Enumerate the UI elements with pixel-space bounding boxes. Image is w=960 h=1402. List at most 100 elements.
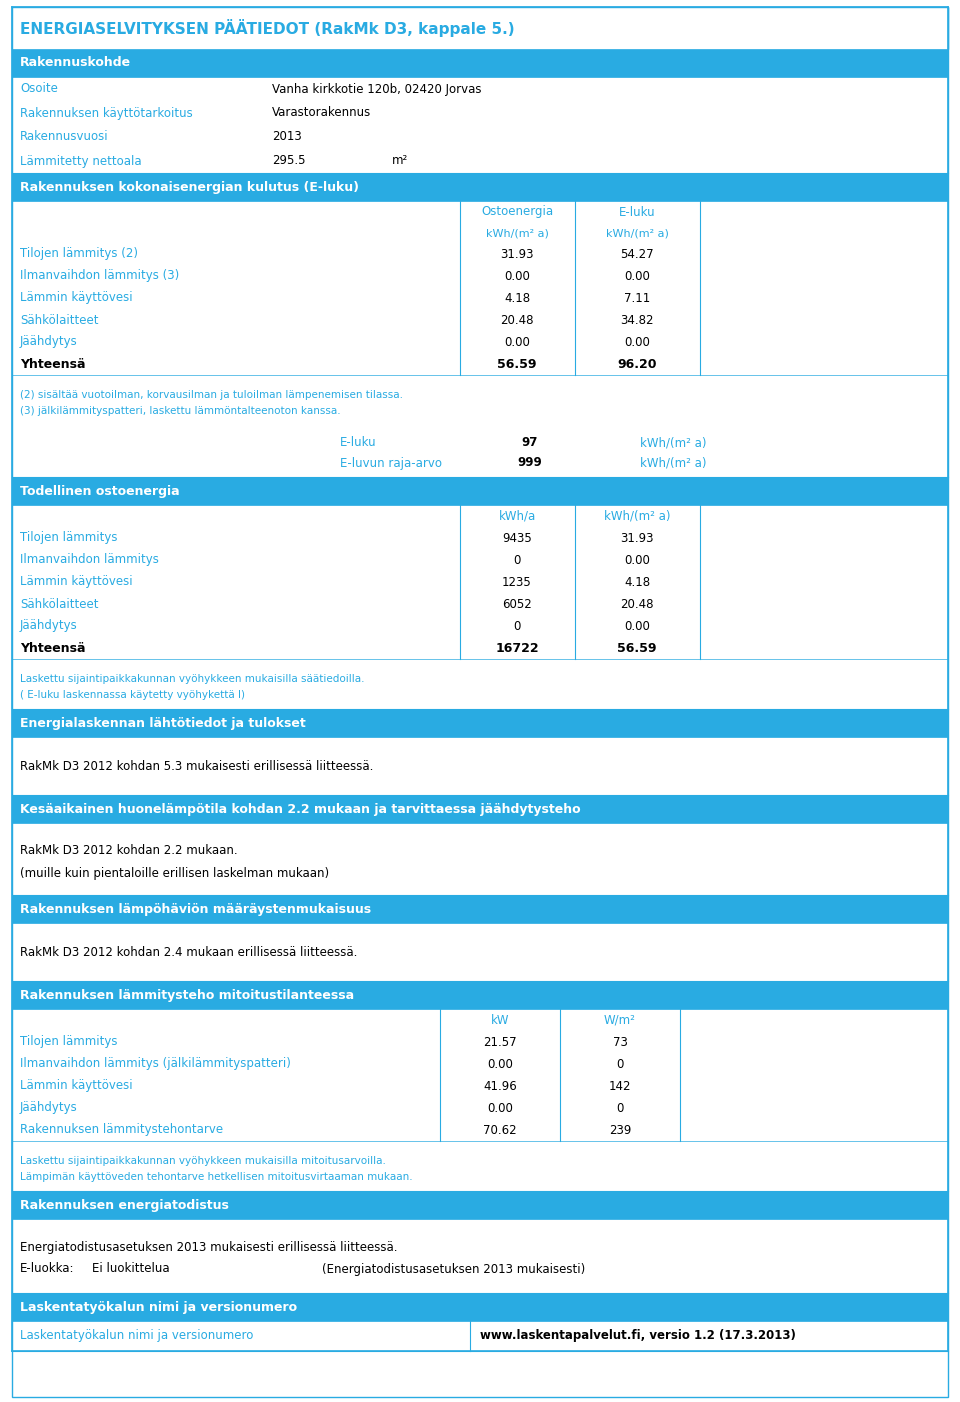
Text: 0.00: 0.00 [624, 554, 650, 566]
Text: (muille kuin pientaloille erillisen laskelman mukaan): (muille kuin pientaloille erillisen lask… [20, 866, 329, 879]
Bar [12, 795, 948, 823]
Text: Laskentatyökalun nimi ja versionumero: Laskentatyökalun nimi ja versionumero [20, 1329, 253, 1343]
Text: Todellinen ostoenergia: Todellinen ostoenergia [20, 485, 180, 498]
Text: 0: 0 [514, 620, 520, 632]
Bar [12, 981, 948, 1009]
Text: 34.82: 34.82 [620, 314, 654, 327]
Text: Jäähdytys: Jäähdytys [20, 335, 78, 349]
Text: 97: 97 [522, 436, 539, 450]
Text: 0.00: 0.00 [624, 269, 650, 282]
Text: Lämmin käyttövesi: Lämmin käyttövesi [20, 1080, 132, 1092]
Text: Jäähdytys: Jäähdytys [20, 1102, 78, 1115]
Text: 0.00: 0.00 [487, 1057, 513, 1071]
Bar [12, 894, 948, 923]
Text: 41.96: 41.96 [483, 1080, 516, 1092]
Text: Tilojen lämmitys (2): Tilojen lämmitys (2) [20, 248, 138, 261]
Text: 6052: 6052 [502, 597, 532, 610]
Text: (Energiatodistusasetuksen 2013 mukaisesti): (Energiatodistusasetuksen 2013 mukaisest… [322, 1262, 586, 1276]
Text: Lämmin käyttövesi: Lämmin käyttövesi [20, 292, 132, 304]
Bar [12, 1293, 948, 1321]
Text: Tilojen lämmitys: Tilojen lämmitys [20, 1036, 117, 1049]
Text: Rakennuksen lämpöhäviön määräystenmukaisuus: Rakennuksen lämpöhäviön määräystenmukais… [20, 903, 372, 916]
Text: Osoite: Osoite [20, 83, 58, 95]
Text: Rakennuskohde: Rakennuskohde [20, 56, 132, 70]
Text: 239: 239 [609, 1123, 631, 1137]
Text: m²: m² [392, 154, 408, 167]
Text: Energialaskennan lähtötiedot ja tulokset: Energialaskennan lähtötiedot ja tulokset [20, 716, 305, 729]
Text: kWh/(m² a): kWh/(m² a) [640, 457, 707, 470]
Text: Ilmanvaihdon lämmitys (jälkilämmityspatteri): Ilmanvaihdon lämmitys (jälkilämmityspatt… [20, 1057, 291, 1071]
Text: Rakennuksen lämmitystehontarve: Rakennuksen lämmitystehontarve [20, 1123, 223, 1137]
Text: (2) sisältää vuotoilman, korvausilman ja tuloilman lämpenemisen tilassa.: (2) sisältää vuotoilman, korvausilman ja… [20, 390, 403, 400]
Text: ( E-luku laskennassa käytetty vyöhykettä I): ( E-luku laskennassa käytetty vyöhykettä… [20, 690, 245, 700]
Text: RakMk D3 2012 kohdan 2.2 mukaan.: RakMk D3 2012 kohdan 2.2 mukaan. [20, 844, 238, 858]
Text: E-luku: E-luku [618, 206, 656, 219]
Text: Energiatodistusasetuksen 2013 mukaisesti erillisessä liitteessä.: Energiatodistusasetuksen 2013 mukaisesti… [20, 1241, 397, 1253]
Text: (3) jälkilämmityspatteri, laskettu lämmöntalteenoton kanssa.: (3) jälkilämmityspatteri, laskettu lämmö… [20, 407, 341, 416]
Text: Rakennuksen kokonaisenergian kulutus (E-luku): Rakennuksen kokonaisenergian kulutus (E-… [20, 181, 359, 193]
Bar [12, 172, 948, 200]
Text: 56.59: 56.59 [497, 358, 537, 370]
Text: RakMk D3 2012 kohdan 2.4 mukaan erillisessä liitteessä.: RakMk D3 2012 kohdan 2.4 mukaan erillise… [20, 946, 357, 959]
Text: Kesäaikainen huonelämpötila kohdan 2.2 mukaan ja tarvittaessa jäähdytysteho: Kesäaikainen huonelämpötila kohdan 2.2 m… [20, 802, 581, 816]
Text: Tilojen lämmitys: Tilojen lämmitys [20, 531, 117, 544]
Text: Sähkölaitteet: Sähkölaitteet [20, 597, 99, 610]
Text: Rakennuksen lämmitysteho mitoitustilanteessa: Rakennuksen lämmitysteho mitoitustilante… [20, 988, 354, 1001]
Text: Jäähdytys: Jäähdytys [20, 620, 78, 632]
Text: Laskentatyökalun nimi ja versionumero: Laskentatyökalun nimi ja versionumero [20, 1301, 298, 1314]
Text: Lämmitetty nettoala: Lämmitetty nettoala [20, 154, 142, 167]
Bar [12, 7, 948, 49]
Text: Vanha kirkkotie 120b, 02420 Jorvas: Vanha kirkkotie 120b, 02420 Jorvas [272, 83, 482, 95]
Text: 1235: 1235 [502, 575, 532, 589]
Text: kW: kW [491, 1014, 509, 1026]
Text: 9435: 9435 [502, 531, 532, 544]
Bar [12, 477, 948, 505]
Text: Laskettu sijaintipaikkakunnan vyöhykkeen mukaisilla säätiedoilla.: Laskettu sijaintipaikkakunnan vyöhykkeen… [20, 674, 365, 684]
Text: www.laskentapalvelut.fi, versio 1.2 (17.3.2013): www.laskentapalvelut.fi, versio 1.2 (17.… [480, 1329, 796, 1343]
Text: 4.18: 4.18 [504, 292, 530, 304]
Text: Rakennuksen käyttötarkoitus: Rakennuksen käyttötarkoitus [20, 107, 193, 119]
Text: 16722: 16722 [495, 642, 539, 655]
Text: kWh/(m² a): kWh/(m² a) [640, 436, 707, 450]
Bar [12, 1192, 948, 1218]
Text: 31.93: 31.93 [620, 531, 654, 544]
Text: Rakennusvuosi: Rakennusvuosi [20, 130, 108, 143]
Bar [12, 49, 948, 77]
Text: Yhteensä: Yhteensä [20, 642, 85, 655]
Text: 0.00: 0.00 [624, 620, 650, 632]
Text: kWh/(m² a): kWh/(m² a) [486, 229, 548, 238]
Text: 0: 0 [514, 554, 520, 566]
Text: 295.5: 295.5 [272, 154, 305, 167]
Text: Yhteensä: Yhteensä [20, 358, 85, 370]
Text: Sähkölaitteet: Sähkölaitteet [20, 314, 99, 327]
Text: Ilmanvaihdon lämmitys (3): Ilmanvaihdon lämmitys (3) [20, 269, 180, 282]
Text: E-luokka:: E-luokka: [20, 1262, 75, 1276]
Text: 0.00: 0.00 [624, 335, 650, 349]
Text: 0.00: 0.00 [504, 269, 530, 282]
Text: kWh/(m² a): kWh/(m² a) [604, 509, 670, 523]
Text: ENERGIASELVITYKSEN PÄÄTIEDOT (RakMk D3, kappale 5.): ENERGIASELVITYKSEN PÄÄTIEDOT (RakMk D3, … [20, 20, 515, 36]
Text: Varastorakennus: Varastorakennus [272, 107, 372, 119]
Text: Laskettu sijaintipaikkakunnan vyöhykkeen mukaisilla mitoitusarvoilla.: Laskettu sijaintipaikkakunnan vyöhykkeen… [20, 1157, 386, 1166]
Text: kWh/(m² a): kWh/(m² a) [606, 229, 668, 238]
Text: 999: 999 [517, 457, 542, 470]
Text: 142: 142 [609, 1080, 632, 1092]
Text: 70.62: 70.62 [483, 1123, 516, 1137]
Text: 4.18: 4.18 [624, 575, 650, 589]
Text: Lämmin käyttövesi: Lämmin käyttövesi [20, 575, 132, 589]
Text: E-luku: E-luku [340, 436, 376, 450]
Text: E-luvun raja-arvo: E-luvun raja-arvo [340, 457, 442, 470]
Text: 73: 73 [612, 1036, 628, 1049]
Text: Ilmanvaihdon lämmitys: Ilmanvaihdon lämmitys [20, 554, 158, 566]
Text: Rakennuksen energiatodistus: Rakennuksen energiatodistus [20, 1199, 228, 1211]
Text: 0: 0 [616, 1102, 624, 1115]
Text: Ostoenergia: Ostoenergia [481, 206, 553, 219]
Text: 21.57: 21.57 [483, 1036, 516, 1049]
Text: kWh/a: kWh/a [498, 509, 536, 523]
Text: W/m²: W/m² [604, 1014, 636, 1026]
Text: 0.00: 0.00 [487, 1102, 513, 1115]
Text: 7.11: 7.11 [624, 292, 650, 304]
Text: Lämpimän käyttöveden tehontarve hetkellisen mitoitusvirtaaman mukaan.: Lämpimän käyttöveden tehontarve hetkelli… [20, 1172, 413, 1182]
Text: 96.20: 96.20 [617, 358, 657, 370]
Text: 0.00: 0.00 [504, 335, 530, 349]
